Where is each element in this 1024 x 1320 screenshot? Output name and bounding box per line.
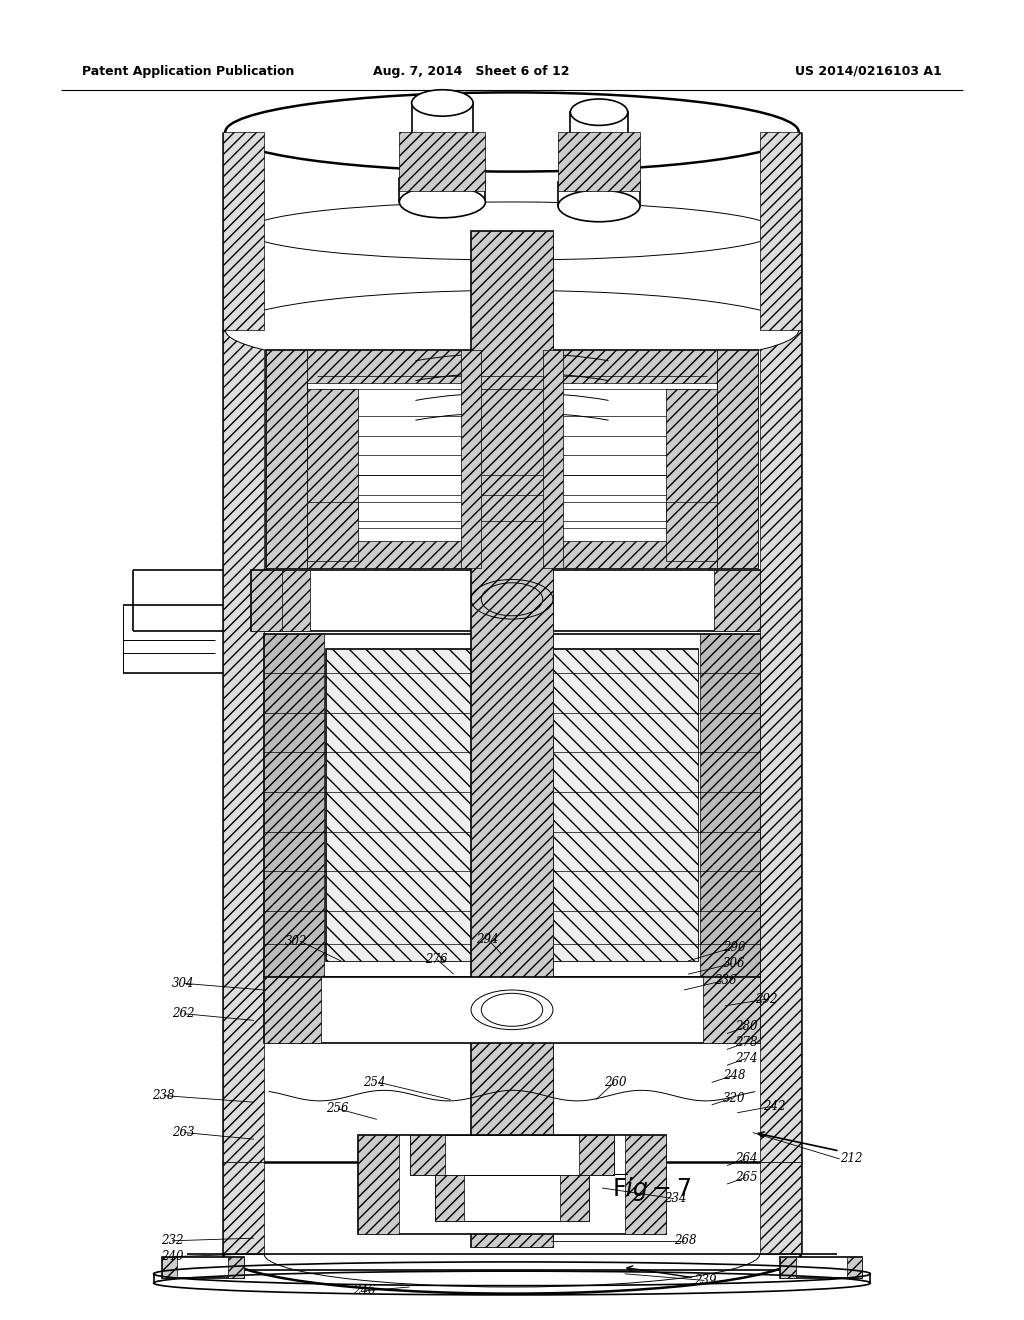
Bar xyxy=(358,1135,399,1234)
Bar xyxy=(228,1257,244,1278)
Bar xyxy=(162,1257,177,1278)
Bar xyxy=(560,1175,589,1221)
Text: 278: 278 xyxy=(735,1036,758,1049)
Bar xyxy=(760,330,801,1162)
Bar xyxy=(714,570,760,631)
Text: 248: 248 xyxy=(723,1069,745,1082)
Text: 256: 256 xyxy=(326,1102,348,1115)
Text: Patent Application Publication: Patent Application Publication xyxy=(82,65,294,78)
Text: 294: 294 xyxy=(476,933,499,946)
Bar xyxy=(266,350,307,568)
Text: 240: 240 xyxy=(161,1250,183,1263)
Bar xyxy=(307,502,358,561)
Bar xyxy=(666,389,717,521)
Text: 246: 246 xyxy=(353,1284,376,1298)
Bar xyxy=(307,541,717,568)
Bar xyxy=(399,132,485,191)
Text: $\overline{\mathsf{F}}$$\mathit{ig}-7$: $\overline{\mathsf{F}}$$\mathit{ig}-7$ xyxy=(612,1172,691,1204)
Bar xyxy=(358,1135,666,1234)
Text: 280: 280 xyxy=(735,1020,758,1034)
Bar xyxy=(471,231,553,1247)
Bar xyxy=(760,132,801,330)
Text: 302: 302 xyxy=(285,935,307,948)
Text: 239: 239 xyxy=(694,1274,717,1287)
Text: 260: 260 xyxy=(604,1076,627,1089)
Bar xyxy=(264,977,760,1043)
Bar xyxy=(223,330,801,1162)
Bar xyxy=(700,634,760,977)
Ellipse shape xyxy=(558,190,640,222)
Ellipse shape xyxy=(225,92,799,172)
Bar xyxy=(326,649,698,961)
Bar xyxy=(326,649,698,961)
Ellipse shape xyxy=(570,169,628,195)
Bar xyxy=(264,634,324,977)
Text: 238: 238 xyxy=(152,1089,174,1102)
Text: 276: 276 xyxy=(425,953,447,966)
Text: 264: 264 xyxy=(735,1152,758,1166)
Text: 212: 212 xyxy=(840,1152,862,1166)
Text: Aug. 7, 2014   Sheet 6 of 12: Aug. 7, 2014 Sheet 6 of 12 xyxy=(373,65,569,78)
Bar xyxy=(399,178,485,202)
Bar xyxy=(162,1257,244,1278)
Bar xyxy=(251,570,282,631)
Text: 268: 268 xyxy=(674,1234,696,1247)
Text: 320: 320 xyxy=(723,1092,745,1105)
Text: 306: 306 xyxy=(723,957,745,970)
Ellipse shape xyxy=(399,186,485,218)
Bar xyxy=(780,1257,796,1278)
Bar xyxy=(412,103,473,178)
Text: 232: 232 xyxy=(161,1234,183,1247)
Ellipse shape xyxy=(412,165,473,191)
Bar xyxy=(410,1135,445,1175)
Bar xyxy=(264,977,321,1043)
Bar xyxy=(780,1257,862,1278)
Bar xyxy=(251,570,268,631)
Ellipse shape xyxy=(412,90,473,116)
Bar xyxy=(461,350,481,568)
Text: 234: 234 xyxy=(664,1192,686,1205)
Bar xyxy=(264,570,760,631)
Bar xyxy=(307,350,717,383)
Bar xyxy=(410,1135,614,1175)
Bar xyxy=(703,977,760,1043)
Text: 263: 263 xyxy=(172,1126,195,1139)
Text: 290: 290 xyxy=(723,941,745,954)
Bar xyxy=(558,132,640,191)
Bar xyxy=(543,350,563,568)
Bar xyxy=(625,1135,666,1234)
Bar xyxy=(666,502,717,561)
Ellipse shape xyxy=(570,99,628,125)
Bar xyxy=(435,1175,589,1221)
Bar xyxy=(471,231,553,1247)
Text: 265: 265 xyxy=(735,1171,758,1184)
Bar xyxy=(435,1175,464,1221)
Text: US 2014/0216103 A1: US 2014/0216103 A1 xyxy=(796,65,942,78)
Bar xyxy=(570,112,628,182)
Text: 274: 274 xyxy=(735,1052,758,1065)
Bar xyxy=(760,1162,801,1254)
Bar xyxy=(307,389,358,521)
Text: 304: 304 xyxy=(172,977,195,990)
Bar xyxy=(847,1257,862,1278)
Text: 262: 262 xyxy=(172,1007,195,1020)
Bar xyxy=(264,570,310,631)
Text: 242: 242 xyxy=(763,1100,785,1113)
Ellipse shape xyxy=(225,290,799,370)
Text: 254: 254 xyxy=(364,1076,386,1089)
Text: 236: 236 xyxy=(714,974,736,987)
Bar xyxy=(264,634,760,977)
Bar xyxy=(579,1135,614,1175)
Bar xyxy=(717,350,758,568)
Bar xyxy=(223,330,264,1162)
Bar xyxy=(558,182,640,206)
Text: 292: 292 xyxy=(755,993,777,1006)
Ellipse shape xyxy=(246,202,778,260)
Bar xyxy=(223,1162,264,1254)
Bar xyxy=(266,350,758,568)
Bar xyxy=(223,132,264,330)
